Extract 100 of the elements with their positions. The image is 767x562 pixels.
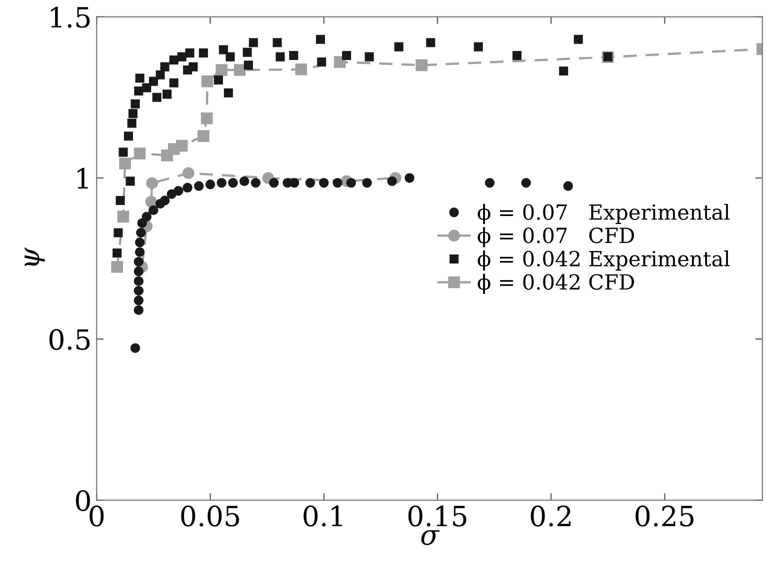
point [117,210,130,223]
point [200,112,213,124]
y-tick-label: 1.5 [50,6,90,28]
point [142,83,152,92]
point [416,59,428,72]
point [224,88,233,98]
legend-label: ϕ = 0.07 Experimental [478,204,730,224]
point [134,296,144,306]
point [474,42,483,52]
point [112,248,122,258]
point [521,178,531,188]
point [394,42,404,52]
point [134,247,145,257]
x-tick-label: 0.15 [408,506,466,527]
point [194,181,204,191]
point [162,90,172,99]
point [176,140,188,152]
point [242,48,252,57]
x-tick-label: 0.25 [636,506,694,527]
point [160,196,170,206]
point [127,118,136,128]
point [295,63,308,76]
point [289,178,300,188]
point [484,178,495,188]
point [146,177,158,190]
point [148,76,158,86]
point [114,228,123,238]
point [426,38,436,48]
point [136,228,146,238]
point [198,48,208,58]
point [134,266,144,276]
point [111,260,123,273]
point [182,167,194,180]
y-tick-label: 0.5 [49,329,90,350]
point [160,62,170,72]
x-tick-label: 0.05 [181,506,240,527]
point [239,176,250,186]
point [185,48,194,58]
point [512,51,522,60]
point [134,256,144,267]
point [228,178,238,188]
point [134,286,144,296]
point [124,132,133,141]
y-tick-label: 1 [77,168,88,189]
point [169,56,178,65]
point [387,176,397,186]
point [135,74,144,83]
x-tick-label: 0.2 [530,506,570,527]
point [205,180,216,190]
point [289,51,298,60]
point [214,76,223,85]
point [216,64,228,76]
point [272,38,282,48]
point [198,130,210,142]
point [244,60,253,70]
point [134,238,145,248]
legend-label: ϕ = 0.07 CFD [478,227,634,248]
y-tick-label: 0 [76,490,90,512]
point [276,52,285,62]
point [142,212,152,222]
point [305,178,316,188]
point [118,148,128,157]
point [563,181,573,191]
point [218,45,228,54]
legend-label: ϕ = 0.042 Experimental [478,250,730,271]
point [559,66,568,76]
point [156,70,165,80]
x-tick-label: 0 [90,506,104,527]
point [188,62,198,72]
point [316,34,325,44]
point [152,92,162,102]
y-axis-title: ψ [24,247,45,266]
legend-label: ϕ = 0.042 CFD [478,274,634,294]
point [116,196,125,206]
point [119,158,131,170]
point [269,178,279,188]
point [130,99,140,108]
point [342,51,352,60]
point [574,34,583,44]
point [319,178,329,188]
x-tick-label: 0.1 [304,506,342,527]
point [364,52,374,62]
point [126,176,135,186]
point [174,186,184,196]
point [404,173,414,183]
point [334,56,346,68]
point [234,64,246,76]
point [216,178,226,188]
point [250,178,261,188]
point [248,38,258,48]
x-axis-title: σ [421,530,440,546]
point [130,343,140,353]
point [182,182,192,192]
point [177,52,186,62]
point [134,86,144,96]
point [128,109,138,118]
point [226,52,235,62]
point [201,75,214,88]
point [137,218,147,228]
point [346,178,356,188]
